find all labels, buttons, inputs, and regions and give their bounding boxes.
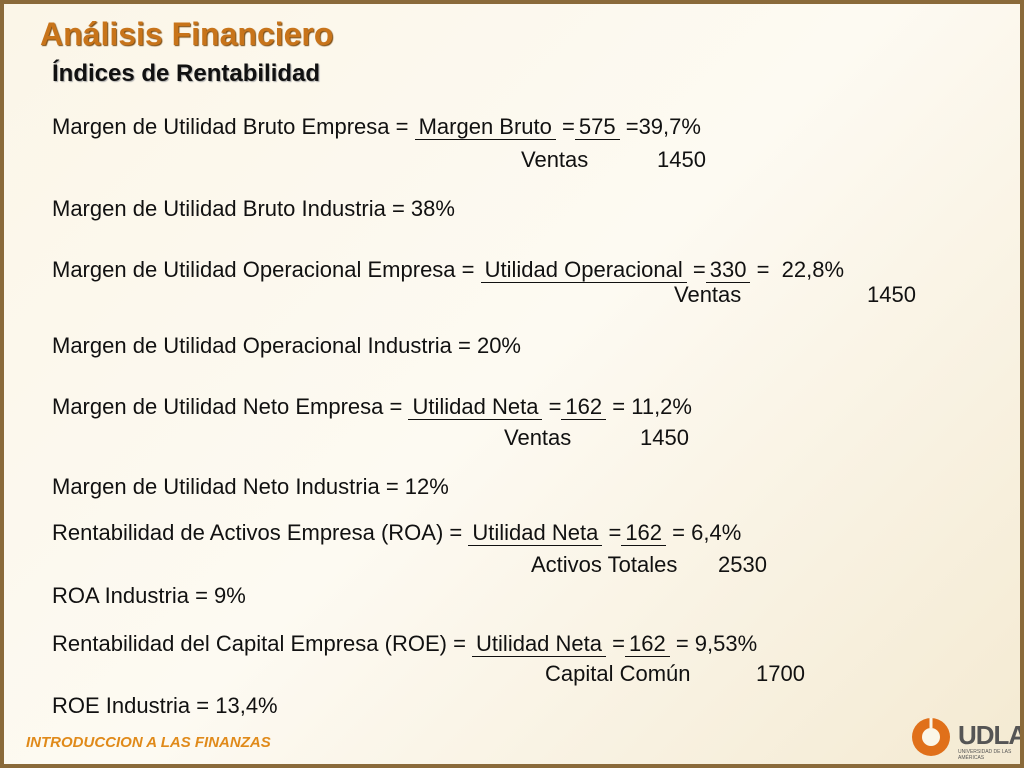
equals: = bbox=[562, 114, 575, 139]
result: = 9,53% bbox=[675, 631, 758, 656]
numerator-name: Utilidad Operacional bbox=[480, 257, 687, 283]
numerator-name: Utilidad Neta bbox=[468, 520, 603, 546]
footer: INTRODUCCION A LAS FINANZAS bbox=[26, 734, 271, 751]
text-line: Margen de Utilidad Bruto Industria = 38% bbox=[52, 196, 455, 222]
numerator-name: Utilidad Neta bbox=[408, 394, 543, 420]
denominator: 1450 bbox=[867, 282, 916, 307]
result: = 6,4% bbox=[672, 520, 742, 545]
denominator-name: Ventas bbox=[504, 425, 572, 450]
result: = 22,8% bbox=[756, 257, 845, 282]
text-line: Margen de Utilidad Neto Empresa = Utilid… bbox=[52, 394, 692, 420]
numerator-name: Utilidad Neta bbox=[472, 631, 606, 657]
denominator-name: Activos Totales bbox=[531, 552, 678, 577]
text-line: Margen de Utilidad Neto Industria = 12% bbox=[52, 474, 449, 500]
result: =39,7% bbox=[625, 114, 701, 139]
text-line: Rentabilidad del Capital Empresa (ROE) =… bbox=[52, 631, 757, 657]
text-line: ROE Industria = 13,4% bbox=[52, 693, 278, 719]
equals: = bbox=[548, 394, 562, 419]
denominator: 2530 bbox=[718, 552, 767, 577]
numerator: 162 bbox=[624, 631, 670, 657]
numerator: 162 bbox=[621, 520, 667, 546]
formula-label: Rentabilidad de Activos Empresa (ROA) = bbox=[52, 520, 463, 545]
denominator-name: Ventas bbox=[674, 282, 742, 307]
logo: UDLA bbox=[958, 720, 1024, 750]
text-line: Margen de Utilidad Bruto Empresa = Marge… bbox=[52, 114, 701, 140]
numerator: 330 bbox=[705, 257, 751, 283]
formula-label: Rentabilidad del Capital Empresa (ROE) = bbox=[52, 631, 466, 656]
numerator-name: Margen Bruto bbox=[414, 114, 556, 140]
equals: = bbox=[612, 631, 625, 656]
logo-subtitle: UNIVERSIDAD DE LAS AMÉRICAS bbox=[958, 749, 1012, 761]
equals: = bbox=[608, 520, 622, 545]
text-line: Rentabilidad de Activos Empresa (ROA) = … bbox=[52, 520, 741, 546]
result: = 11,2% bbox=[612, 394, 692, 419]
denominator-name: Ventas bbox=[521, 147, 589, 172]
text-line: Margen de Utilidad Operacional Empresa =… bbox=[52, 257, 844, 283]
subtitle: Índices de Rentabilidad bbox=[52, 60, 321, 87]
equals: = bbox=[692, 257, 706, 282]
text-line: Margen de Utilidad Operacional Industria… bbox=[52, 333, 521, 359]
line-text: Margen de Utilidad Bruto Industria = 38% bbox=[52, 196, 455, 221]
formula-label: Margen de Utilidad Operacional Empresa = bbox=[52, 257, 475, 282]
logo-icon bbox=[912, 718, 950, 756]
denominator: 1450 bbox=[640, 425, 689, 450]
line-text: Margen de Utilidad Operacional Industria… bbox=[52, 333, 521, 358]
text-line: ROA Industria = 9% bbox=[52, 583, 246, 609]
denominator: 1700 bbox=[756, 661, 805, 686]
numerator: 162 bbox=[561, 394, 607, 420]
formula-label: Margen de Utilidad Bruto Empresa = bbox=[52, 114, 409, 139]
denominator: 1450 bbox=[657, 147, 706, 172]
numerator: 575 bbox=[574, 114, 620, 140]
formula-label: Margen de Utilidad Neto Empresa = bbox=[52, 394, 403, 419]
line-text: ROE Industria = 13,4% bbox=[52, 693, 278, 718]
line-text: ROA Industria = 9% bbox=[52, 583, 246, 608]
line-text: Margen de Utilidad Neto Industria = 12% bbox=[52, 474, 449, 499]
denominator-name: Capital Común bbox=[545, 661, 691, 686]
title: Análisis Financiero bbox=[40, 16, 334, 52]
